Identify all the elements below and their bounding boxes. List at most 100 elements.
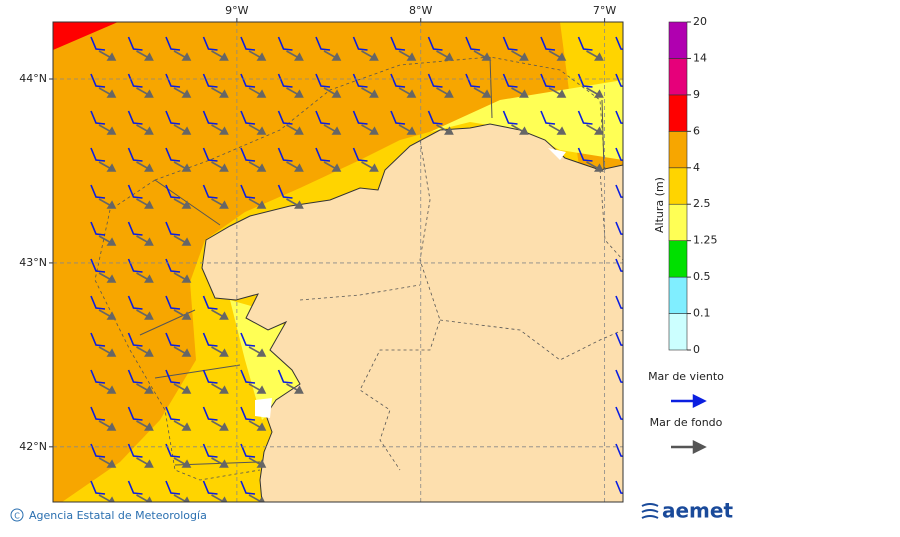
- wind-sea: [240, 480, 256, 495]
- logo-text: aemet: [662, 499, 733, 523]
- swell: [98, 457, 117, 468]
- swell: [173, 235, 192, 246]
- map: [53, 22, 640, 502]
- wind-sea: [277, 369, 293, 384]
- wind-sea: [127, 295, 143, 310]
- wind-sea: [277, 110, 293, 125]
- wind-sea: [90, 36, 106, 51]
- colorbar-segment: [668, 276, 688, 314]
- colorbar-segment: [668, 240, 688, 278]
- wind-sea: [127, 406, 143, 421]
- swell: [624, 125, 640, 134]
- swell: [173, 383, 192, 394]
- swell: [511, 87, 529, 98]
- wind-sea: [90, 480, 106, 495]
- swell: [586, 50, 604, 61]
- swell: [211, 87, 229, 98]
- swell: [211, 124, 229, 135]
- swell: [173, 457, 192, 468]
- wind-sea: [202, 36, 218, 51]
- wind-sea: [615, 221, 623, 236]
- wind-sea: [90, 406, 106, 421]
- swell: [136, 494, 153, 502]
- swell: [211, 346, 229, 357]
- swell: [624, 384, 640, 393]
- swell: [98, 420, 117, 431]
- wind-sea: [127, 369, 143, 384]
- wind-sea: [427, 110, 443, 125]
- wind-sea: [577, 110, 593, 125]
- wind-sea: [615, 258, 623, 273]
- wind-sea: [615, 332, 623, 347]
- swell: [98, 309, 117, 320]
- credit: Agencia Estatal de Meteorología: [29, 509, 207, 522]
- logo: aemet: [641, 499, 733, 523]
- no-data: [548, 148, 566, 160]
- copyright-icon: [10, 508, 24, 522]
- wind-sea: [390, 73, 406, 88]
- wind-sea: [240, 443, 256, 458]
- wind-sea: [465, 73, 481, 88]
- swell: [98, 161, 117, 172]
- wind-sea: [615, 480, 623, 495]
- lon-label: 8°W: [409, 4, 432, 17]
- colorbar-segment: [668, 313, 688, 351]
- lat-label: 44°N: [19, 72, 47, 85]
- wind-sea: [90, 221, 106, 236]
- swell: [173, 87, 192, 98]
- wind-sea: [165, 406, 181, 421]
- swell: [323, 50, 342, 61]
- swell: [98, 50, 117, 61]
- swell: [286, 124, 304, 135]
- swell: [361, 124, 379, 135]
- wind-sea: [352, 36, 368, 51]
- swell: [98, 346, 117, 357]
- swell: [136, 87, 154, 98]
- swell: [624, 199, 640, 208]
- wind-sea: [540, 73, 556, 88]
- wind-sea: [202, 147, 218, 162]
- lon-label: 7°W: [593, 4, 616, 17]
- wind-sea: [240, 110, 256, 125]
- wind-sea: [315, 147, 331, 162]
- wind-sea: [127, 480, 143, 495]
- wind-sea: [202, 406, 218, 421]
- swell: [98, 272, 117, 283]
- swell: [248, 198, 267, 209]
- swell: [248, 383, 267, 394]
- wind-sea: [615, 443, 623, 458]
- no-data: [255, 398, 272, 418]
- wind-sea: [202, 369, 218, 384]
- legend-arrow: [671, 439, 707, 455]
- copyright-c: C: [14, 512, 20, 521]
- wind-sea: [202, 332, 218, 347]
- wind-sea: [352, 147, 368, 162]
- swell: [361, 87, 379, 98]
- wind-sea: [615, 295, 623, 310]
- wind-sea: [202, 295, 218, 310]
- swell: [398, 50, 417, 61]
- swell: [624, 458, 640, 467]
- wind-sea: [90, 258, 106, 273]
- wind-sea: [127, 147, 143, 162]
- swell: [173, 420, 192, 431]
- wind-sea: [465, 36, 481, 51]
- swell: [136, 346, 154, 357]
- lon-label: 9°W: [225, 4, 248, 17]
- swell: [511, 124, 529, 135]
- swell: [136, 309, 154, 320]
- swell: [248, 50, 267, 61]
- wind-sea: [165, 443, 181, 458]
- wind-sea: [540, 36, 556, 51]
- land: [201, 123, 623, 502]
- province-boundary: [299, 284, 421, 301]
- swell: [548, 124, 567, 135]
- wind-sea: [90, 295, 106, 310]
- wind-sea: [277, 184, 293, 199]
- swell: [286, 198, 304, 209]
- wind-sea: [202, 443, 218, 458]
- swell: [361, 161, 379, 172]
- wind-sea: [90, 184, 106, 199]
- wind-sea: [277, 73, 293, 88]
- wind-sea: [502, 73, 518, 88]
